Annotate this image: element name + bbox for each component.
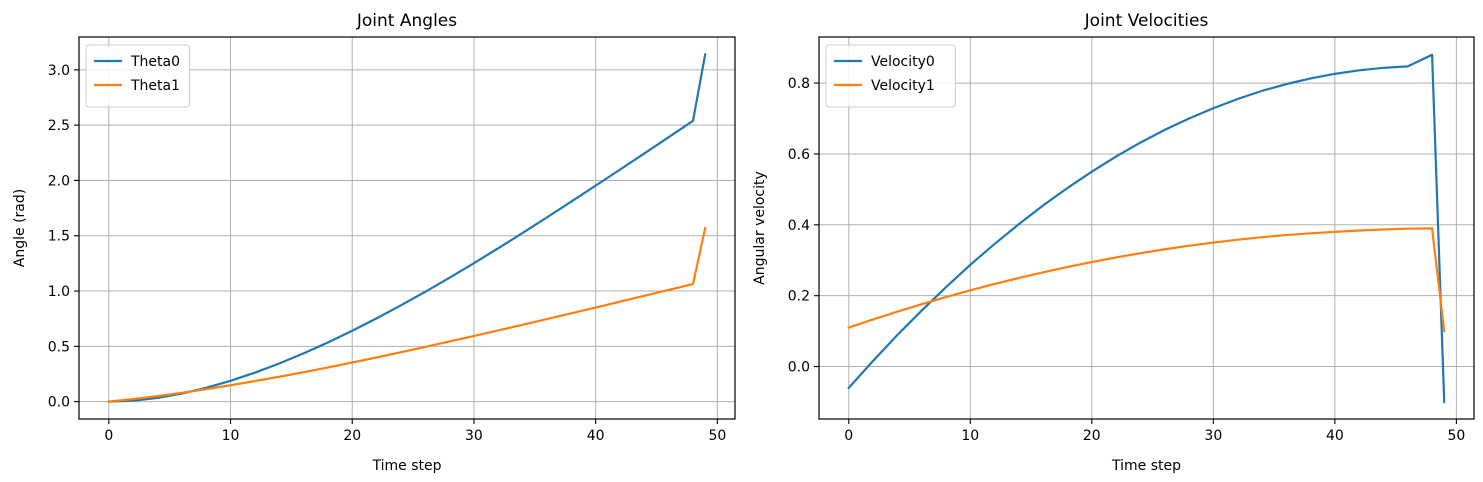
chart-0-series-line-theta0 [107,53,707,403]
chart-0-y-tick-label: 1.5 [48,229,70,245]
chart-1-y-tick-label: 0.4 [788,218,810,234]
chart-0-y-tick-label: 2.0 [48,173,70,189]
chart-1-x-tick-label: 40 [1326,428,1344,444]
chart-0-x-tick-label: 0 [104,428,113,444]
chart-1-title: Joint Velocities [1084,11,1209,31]
chart-joint-angles: 0 10 20 30 40 50 0.0 0.5 1.0 1.5 2.0 2.5 3.0 Joint An… [12,11,736,474]
chart-0-legend-label-theta1: Theta1 [130,78,180,94]
chart-1-x-tick-label: 50 [1447,428,1465,444]
chart-0-y-tick-label: 3.0 [48,63,70,79]
chart-1-x-axis-label: Time step [1111,458,1181,474]
chart-1-x-tick-label: 10 [961,428,979,444]
chart-0-x-tick-label: 30 [465,428,483,444]
chart-0-x-tick-label: 10 [222,428,240,444]
chart-0-title: Joint Angles [356,11,457,31]
chart-1-plot-frame [818,36,1475,420]
chart-joint-velocities: 0 10 20 30 40 50 0.0 0.2 0.4 0.6 0.8 Joint Velociti… [752,11,1475,474]
chart-0-y-axis-label: Angle (rad) [12,189,28,267]
chart-0-y-tick-label: 0.5 [48,339,70,355]
chart-0-x-tick-label: 20 [343,428,361,444]
chart-1-x-tick-label: 0 [844,428,853,444]
chart-0-y-tick-label: 0.0 [48,395,70,411]
chart-0-plot-frame [78,36,736,420]
chart-1-y-axis-label: Angular velocity [752,171,768,285]
chart-0-x-tick-label: 50 [708,428,726,444]
chart-1-series-line-velocity1 [847,227,1446,333]
chart-0-y-tick-label: 1.0 [48,284,70,300]
chart-0-x-axis-label: Time step [372,458,442,474]
chart-0-x-tick-label: 40 [587,428,605,444]
chart-0-legend-label-theta0: Theta0 [130,54,180,70]
chart-0-y-tick-label: 2.5 [48,118,70,134]
chart-1-x-tick-label: 20 [1083,428,1101,444]
chart-1-y-tick-label: 0.6 [788,147,810,163]
chart-1-y-tick-label: 0.8 [788,76,810,92]
chart-1-legend-label-velocity0: Velocity0 [871,54,935,70]
chart-1-y-tick-label: 0.0 [788,360,810,376]
chart-0-series-line-theta1 [107,226,707,403]
chart-1-legend-label-velocity1: Velocity1 [871,78,935,94]
chart-1-y-tick-label: 0.2 [788,289,810,305]
chart-1-x-tick-label: 30 [1204,428,1222,444]
chart-1-series-line-velocity0 [847,53,1446,404]
